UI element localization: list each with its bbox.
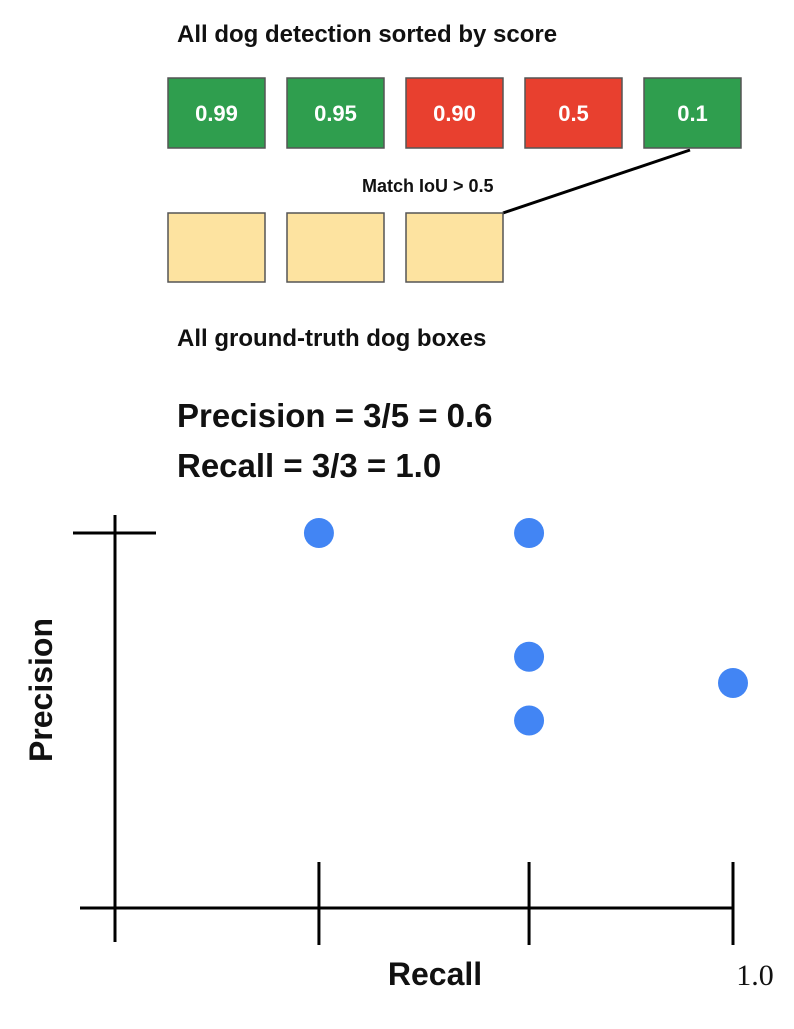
x-tick-label: 1.0 [736, 959, 774, 992]
detection-score: 0.1 [677, 101, 708, 126]
point [718, 668, 748, 698]
detection-score: 0.95 [314, 101, 357, 126]
x-axis-label: Recall [388, 956, 482, 992]
detection-score: 0.99 [195, 101, 238, 126]
detection-box [405, 77, 504, 149]
y-axis-label: Precision [23, 618, 59, 762]
point [514, 518, 545, 548]
detection-box [643, 77, 742, 149]
detection-score: 0.5 [558, 101, 589, 126]
detections-title: All dog detection sorted by score [177, 21, 557, 48]
ground-truth-title: All ground-truth dog boxes [177, 325, 486, 352]
detection-box [524, 77, 623, 149]
gt-box [405, 212, 504, 283]
metric: Recall = 3/3 = 1.0 [177, 447, 441, 484]
metric: Precision = 3/5 = 0.6 [177, 397, 493, 434]
detection-box [286, 77, 385, 149]
ground-truth-boxes [167, 212, 504, 283]
match-line [502, 148, 691, 215]
point [303, 518, 334, 548]
detection-box [167, 77, 266, 149]
point [514, 641, 545, 672]
gt-box [167, 212, 266, 283]
point [514, 705, 545, 736]
gt-box [286, 212, 385, 283]
axes [80, 515, 733, 942]
detection-score: 0.90 [433, 101, 476, 126]
match-label: Match IoU > 0.5 [362, 176, 494, 196]
